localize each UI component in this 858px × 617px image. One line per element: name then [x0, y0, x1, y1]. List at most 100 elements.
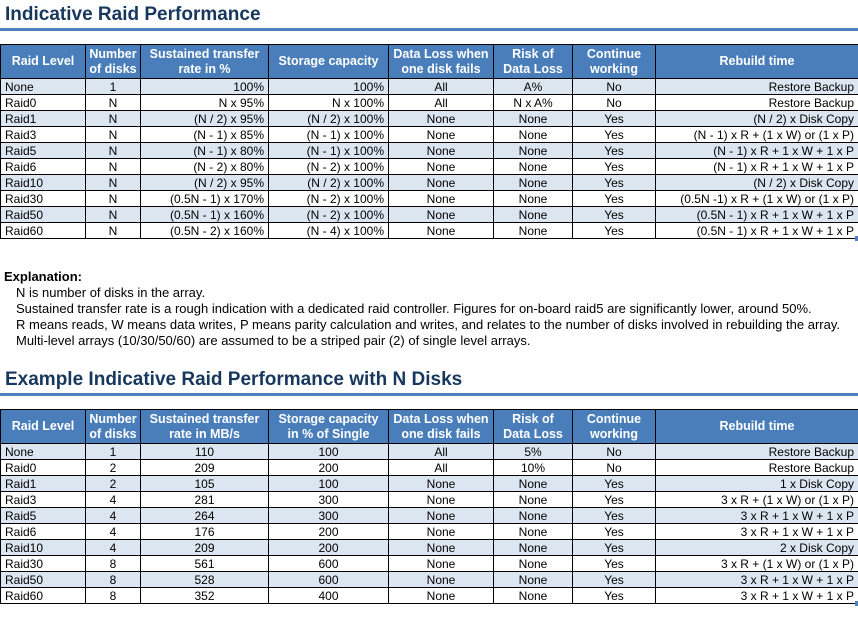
cell: (N / 2) x 95%: [140, 174, 269, 191]
cell: Yes: [572, 491, 656, 508]
cell: (N / 2) x Disk Copy: [655, 110, 858, 127]
header-row: Raid Level Number of disks Sustained trans…: [0, 44, 858, 79]
cell: None: [493, 110, 573, 127]
table-row: Raid50 8 528 600 None None Yes 3 x R + 1 x W + …: [0, 571, 858, 588]
cell: Raid6: [0, 523, 86, 540]
cell: (0.5N -1) x R + (1 x W) or (1 x P): [655, 190, 858, 207]
cell: Yes: [572, 206, 656, 223]
table-row: Raid5 4 264 300 None None Yes 3 x R + 1 x W + 1…: [0, 507, 858, 524]
cell: All: [388, 94, 494, 111]
cell: 4: [85, 539, 141, 556]
cell: Yes: [572, 222, 656, 239]
table-row: Raid1 2 105 100 None None Yes 1 x Disk Copy: [0, 475, 858, 492]
explanation-block: Explanation: N is number of disks in the…: [0, 269, 858, 349]
cell: 600: [268, 571, 389, 588]
cell: None: [493, 507, 573, 524]
cell: 10%: [493, 459, 573, 476]
cell: (N - 2) x 100%: [268, 190, 389, 207]
cell: Yes: [572, 523, 656, 540]
cell: 3 x R + 1 x W + 1 x P: [655, 587, 858, 604]
cell: None: [388, 475, 494, 492]
cell: N: [85, 206, 141, 223]
cell: Yes: [572, 174, 656, 191]
indicative-table-section: Raid Level Number of disks Sustained trans…: [0, 44, 858, 241]
cell: 200: [268, 539, 389, 556]
cell: 4: [85, 507, 141, 524]
cell: (N / 2) x Disk Copy: [655, 174, 858, 191]
cell: (N - 1) x R + 1 x W + 1 x P: [655, 142, 858, 159]
example-raid-table: Raid Level Number of disks Sustained trans…: [0, 409, 858, 604]
cell: (N - 1) x R + (1 x W) or (1 x P): [655, 126, 858, 143]
cell: Restore Backup: [655, 459, 858, 476]
column-header: Continue working: [572, 44, 656, 79]
cell: Raid0: [0, 94, 86, 111]
explanation-line: N is number of disks in the array.: [16, 285, 206, 300]
cell: 209: [140, 459, 269, 476]
cell: 8: [85, 587, 141, 604]
column-header: Raid Level: [0, 409, 86, 444]
cell: Yes: [572, 126, 656, 143]
cell: None: [493, 491, 573, 508]
cell: Raid30: [0, 190, 86, 207]
cell: All: [388, 459, 494, 476]
cell: (N / 2) x 100%: [268, 110, 389, 127]
cell: None: [493, 174, 573, 191]
cell: (N - 1) x R + 1 x W + 1 x P: [655, 158, 858, 175]
table-row: Raid0 2 209 200 All 10% No Restore Backup: [0, 459, 858, 476]
cell: None: [388, 571, 494, 588]
cell: 4: [85, 491, 141, 508]
cell: 5%: [493, 443, 573, 460]
column-header: Raid Level: [0, 44, 86, 79]
table-row: Raid30 N (0.5N - 1) x 170% (N - 2) x 100% No…: [0, 190, 858, 207]
cell: Restore Backup: [655, 94, 858, 111]
cell: None: [388, 190, 494, 207]
table-row: Raid50 N (0.5N - 1) x 160% (N - 2) x 100% No…: [0, 206, 858, 223]
cell: (N / 2) x 95%: [140, 110, 269, 127]
column-header: Rebuild time: [655, 409, 858, 444]
cell: None: [388, 206, 494, 223]
column-header: Storage capacity: [268, 44, 389, 79]
column-header: Risk of Data Loss: [493, 409, 573, 444]
table-row: Raid6 4 176 200 None None Yes 3 x R + 1 x W + 1…: [0, 523, 858, 540]
fill-handle-icon: [855, 601, 858, 606]
cell: Yes: [572, 539, 656, 556]
table-row: Raid1 N (N / 2) x 95% (N / 2) x 100% None Non…: [0, 110, 858, 127]
cell: Yes: [572, 555, 656, 572]
cell: 300: [268, 491, 389, 508]
cell: 3 x R + 1 x W + 1 x P: [655, 523, 858, 540]
cell: Raid50: [0, 206, 86, 223]
page-title-2: Example Indicative Raid Performance with…: [5, 369, 463, 390]
cell: Restore Backup: [655, 443, 858, 460]
cell: (0.5N - 1) x 160%: [140, 206, 269, 223]
cell: Yes: [572, 190, 656, 207]
cell: None: [493, 587, 573, 604]
cell: 400: [268, 587, 389, 604]
table-row: Raid3 4 281 300 None None Yes 3 x R + (1 x W) o…: [0, 491, 858, 508]
column-header: Sustained transfer rate in MB/s: [140, 409, 269, 444]
cell: Raid1: [0, 110, 86, 127]
cell: Raid50: [0, 571, 86, 588]
cell: 528: [140, 571, 269, 588]
cell: (N - 2) x 100%: [268, 158, 389, 175]
cell: None: [388, 491, 494, 508]
cell: No: [572, 94, 656, 111]
cell: N: [85, 190, 141, 207]
cell: All: [388, 443, 494, 460]
cell: Raid6: [0, 158, 86, 175]
cell: 100%: [268, 78, 389, 95]
fill-handle-icon: [855, 236, 858, 241]
cell: None: [493, 539, 573, 556]
cell: No: [572, 78, 656, 95]
cell: None: [388, 523, 494, 540]
cell: None: [388, 110, 494, 127]
cell: N x 95%: [140, 94, 269, 111]
cell: No: [572, 443, 656, 460]
cell: Yes: [572, 587, 656, 604]
cell: (N / 2) x 100%: [268, 174, 389, 191]
cell: N: [85, 158, 141, 175]
cell: 561: [140, 555, 269, 572]
cell: Raid3: [0, 491, 86, 508]
cell: (N - 1) x 100%: [268, 142, 389, 159]
cell: No: [572, 459, 656, 476]
cell: N: [85, 126, 141, 143]
